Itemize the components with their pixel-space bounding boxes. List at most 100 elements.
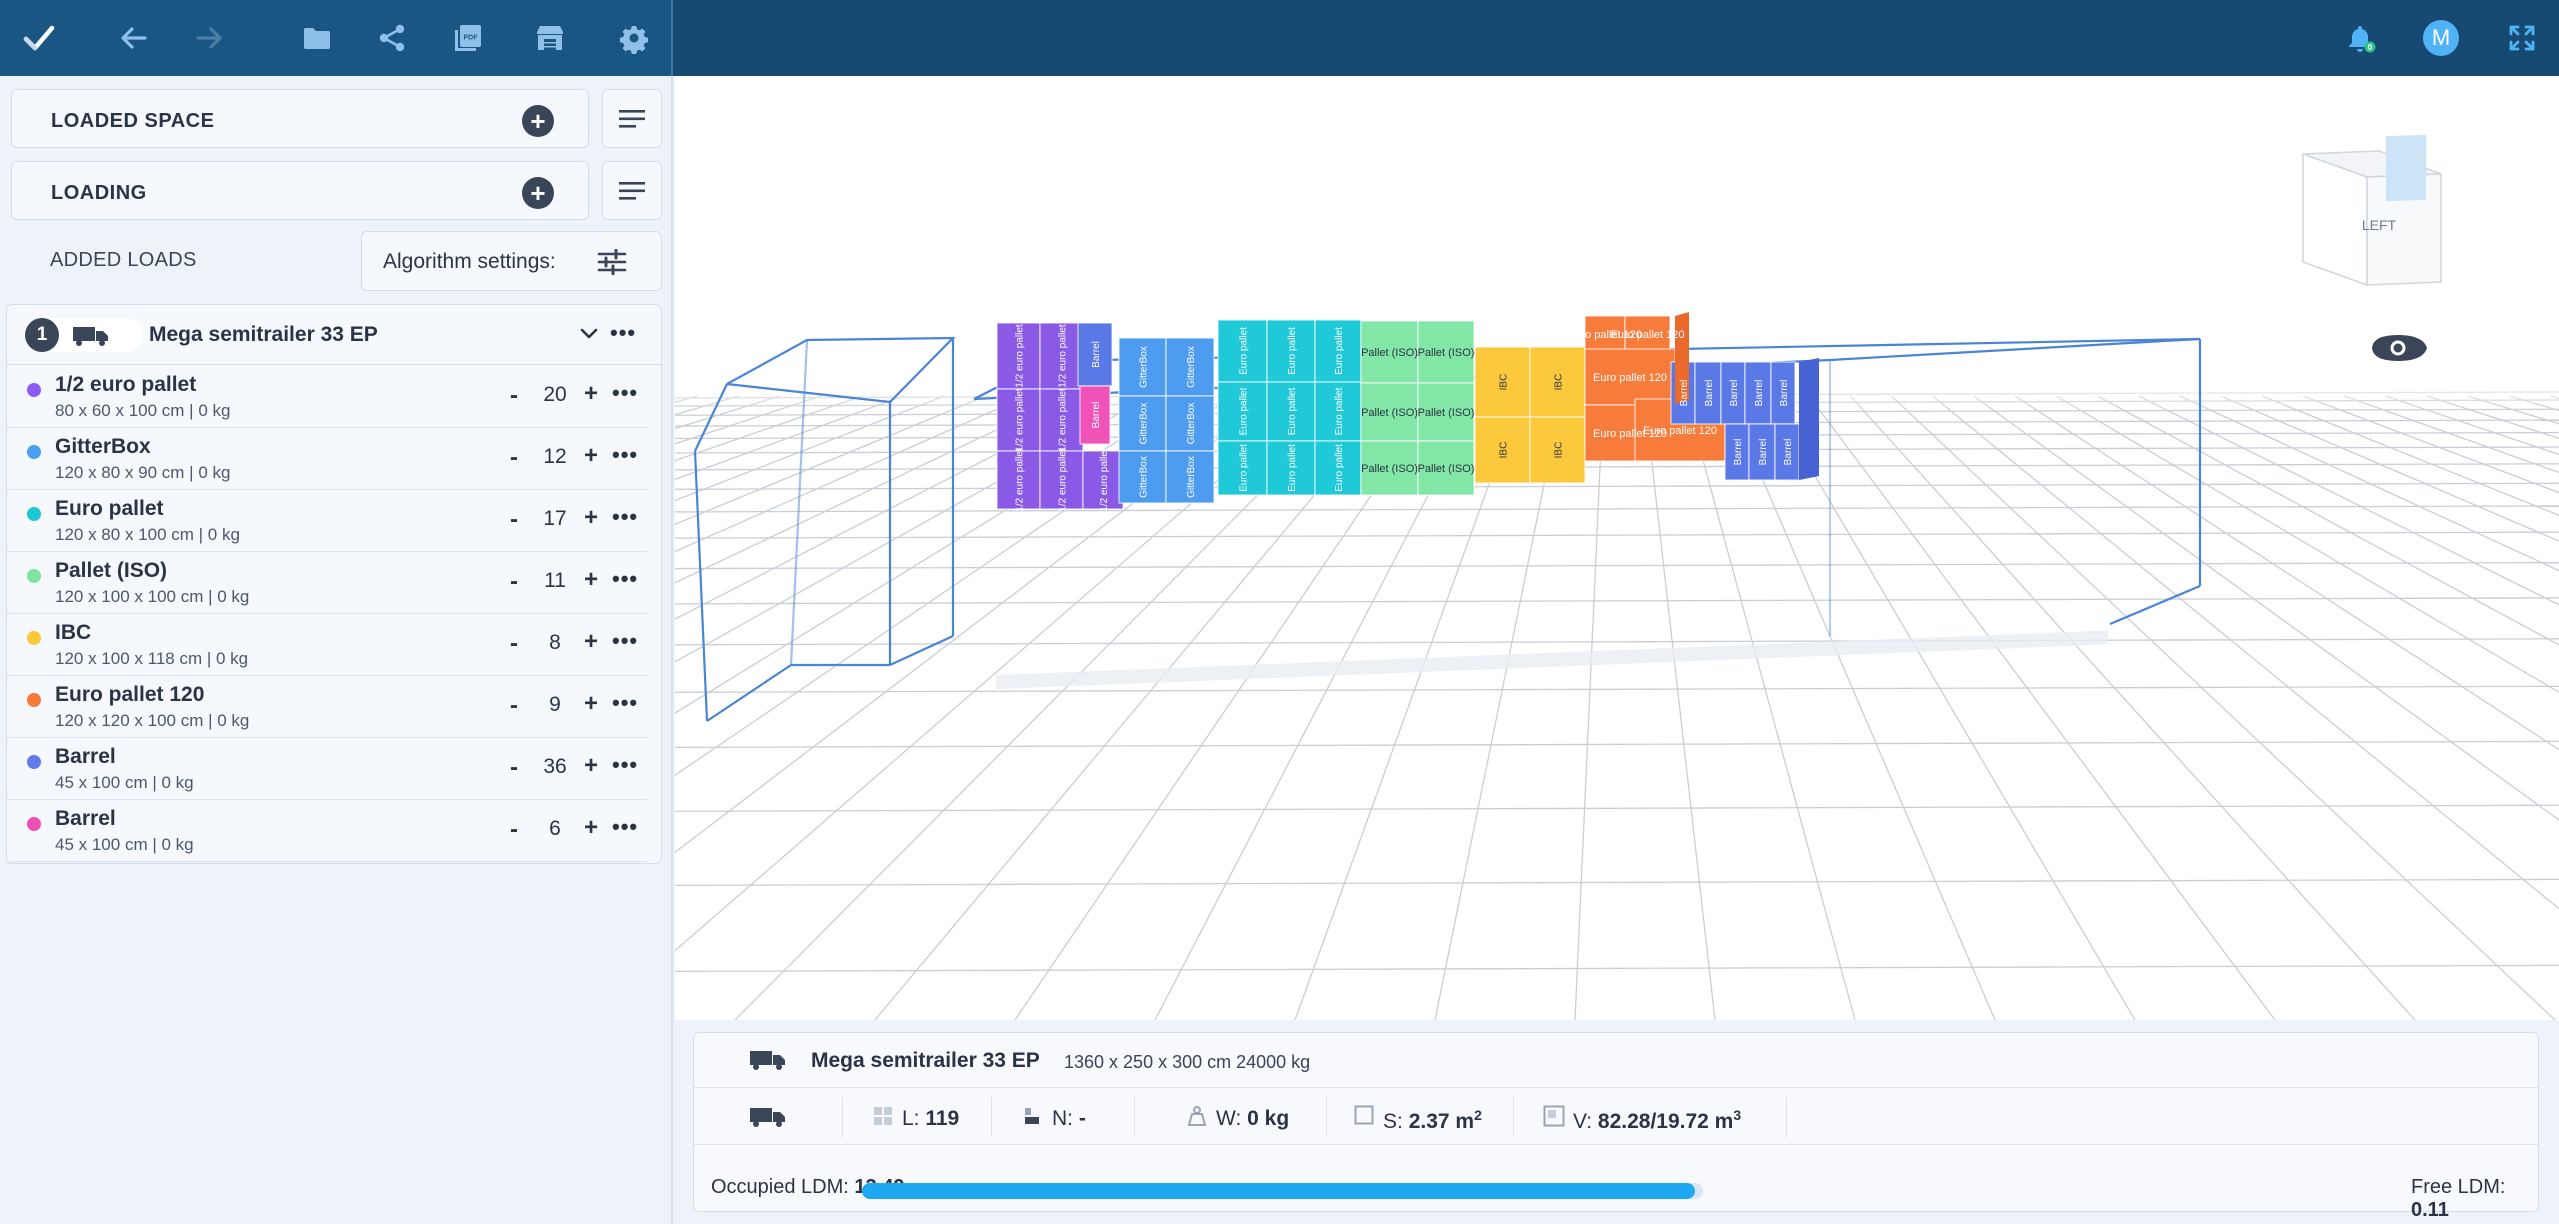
user-avatar[interactable]: M (2423, 20, 2459, 56)
cargo-label: Barrel (1779, 380, 1790, 407)
load-quantity[interactable]: 12 (543, 445, 567, 468)
load-quantity[interactable]: 11 (544, 569, 566, 592)
truck-icon (750, 1051, 785, 1070)
grid-line (2344, 395, 2559, 474)
truck-more-icon[interactable]: ••• (610, 320, 637, 345)
grid-line (675, 463, 2559, 471)
load-more-icon[interactable]: ••• (612, 628, 639, 653)
cargo-block (1266, 440, 1316, 496)
load-quantity[interactable]: 9 (549, 693, 561, 716)
cargo-label: GitterBox (1139, 403, 1150, 445)
load-row[interactable]: 1/2 euro pallet 80 x 60 x 100 cm | 0 kg - 2… (7, 366, 647, 428)
load-more-icon[interactable]: ••• (612, 442, 639, 467)
logo-check-icon[interactable] (20, 19, 58, 57)
load-more-icon[interactable]: ••• (612, 504, 639, 529)
increase-quantity-button[interactable]: + (584, 752, 599, 779)
load-quantity[interactable]: 6 (549, 817, 561, 840)
load-dimensions: 120 x 80 x 100 cm | 0 kg (55, 525, 240, 544)
settings-gear-icon[interactable] (615, 19, 653, 57)
view-cube[interactable]: LEFT (2302, 134, 2442, 287)
load-quantity[interactable]: 20 (543, 383, 567, 406)
folder-icon[interactable] (298, 19, 336, 57)
increase-quantity-button[interactable]: + (584, 690, 599, 717)
load-row[interactable]: IBC 120 x 100 x 118 cm | 0 kg - 8 + ••• (7, 614, 647, 676)
load-quantity[interactable]: 8 (549, 631, 561, 654)
add-loading-icon[interactable]: + (522, 177, 554, 209)
info-truck-title: Mega semitrailer 33 EP (811, 1049, 1040, 1072)
decrease-quantity-button[interactable]: - (510, 506, 518, 533)
decrease-quantity-button[interactable]: - (510, 754, 518, 781)
loaded-space-section[interactable]: LOADED SPACE + (11, 89, 589, 148)
fullscreen-icon[interactable] (2503, 19, 2541, 57)
load-quantity[interactable]: 36 (543, 755, 567, 778)
sliders-icon (597, 249, 627, 275)
grid-line (2097, 395, 2559, 646)
view-cube-active-face[interactable] (2386, 134, 2426, 202)
back-arrow-icon[interactable] (115, 19, 153, 57)
grid-line (675, 482, 2559, 490)
truck-header[interactable]: 1 Mega semitrailer 33 EP ••• (7, 305, 661, 365)
decrease-quantity-button[interactable]: - (510, 568, 518, 595)
load-name: IBC (55, 621, 92, 644)
load-name: Barrel (55, 745, 116, 768)
decrease-quantity-button[interactable]: - (510, 444, 518, 471)
load-row[interactable]: Barrel 45 x 100 cm | 0 kg - 6 + ••• (7, 800, 647, 862)
eye-visibility-icon[interactable] (2372, 335, 2427, 361)
loading-section[interactable]: LOADING + (11, 161, 589, 220)
top-toolbar-left: PDF (0, 0, 673, 76)
load-more-icon[interactable]: ••• (612, 814, 639, 839)
cargo-label: GitterBox (1186, 403, 1197, 445)
load-more-icon[interactable]: ••• (612, 566, 639, 591)
decrease-quantity-button[interactable]: - (510, 382, 518, 409)
load-more-icon[interactable]: ••• (612, 752, 639, 777)
cargo-label: Euro pallet (1239, 327, 1250, 375)
stat-n: N: - (1052, 1107, 1086, 1130)
info-panel: Mega semitrailer 33 EP 1360 x 250 x 300 … (675, 1020, 2559, 1224)
add-loaded-space-icon[interactable]: + (522, 105, 554, 137)
loaded-space-menu-button[interactable] (602, 89, 662, 148)
cargo-side-face (1675, 312, 1689, 404)
forward-arrow-icon[interactable] (190, 19, 228, 57)
grid-line (874, 395, 1398, 1020)
notification-bell-icon[interactable]: 0 (2341, 19, 2379, 57)
load-more-icon[interactable]: ••• (612, 380, 639, 405)
divider (1326, 1097, 1327, 1137)
increase-quantity-button[interactable]: + (584, 814, 599, 841)
load-name: 1/2 euro pallet (55, 373, 197, 396)
added-loads-heading: ADDED LOADS (50, 249, 197, 271)
grid-line (1574, 395, 1604, 1020)
cargo-label: Pallet (ISO) (1361, 347, 1418, 359)
load-row[interactable]: Euro pallet 120 120 x 120 x 100 cm | 0 kg… (7, 676, 647, 738)
share-icon[interactable] (373, 19, 411, 57)
increase-quantity-button[interactable]: + (584, 566, 599, 593)
cargo-label: Pallet (ISO) (1418, 407, 1475, 419)
loading-menu-button[interactable] (602, 161, 662, 220)
cargo-block (1724, 423, 1750, 481)
increase-quantity-button[interactable]: + (584, 442, 599, 469)
cargo-label: Pallet (ISO) (1418, 463, 1475, 475)
load-row[interactable]: Pallet (ISO) 120 x 100 x 100 cm | 0 kg - 11… (7, 552, 647, 614)
chevron-down-icon[interactable] (579, 323, 599, 343)
grid-line (675, 804, 2559, 812)
warehouse-icon[interactable] (531, 19, 569, 57)
increase-quantity-button[interactable]: + (584, 504, 599, 531)
decrease-quantity-button[interactable]: - (510, 692, 518, 719)
decrease-quantity-button[interactable]: - (510, 816, 518, 843)
cargo-block (1417, 320, 1475, 384)
pdf-icon[interactable]: PDF (449, 19, 487, 57)
cargo-block (1118, 450, 1167, 504)
load-row[interactable]: Euro pallet 120 x 80 x 100 cm | 0 kg - 17 + •… (7, 490, 647, 552)
load-dimensions: 80 x 60 x 100 cm | 0 kg (55, 401, 231, 420)
increase-quantity-button[interactable]: + (584, 380, 599, 407)
3d-viewport[interactable]: 1/2 euro pallet 1/2 euro pallet 1/2 euro p… (675, 76, 2559, 1020)
load-more-icon[interactable]: ••• (612, 690, 639, 715)
load-quantity[interactable]: 17 (543, 507, 567, 530)
increase-quantity-button[interactable]: + (584, 628, 599, 655)
decrease-quantity-button[interactable]: - (510, 630, 518, 657)
algorithm-settings-button[interactable]: Algorithm settings: (361, 231, 662, 291)
load-row[interactable]: GitterBox 120 x 80 x 90 cm | 0 kg - 12 + ••• (7, 428, 647, 490)
load-row[interactable]: Barrel 45 x 100 cm | 0 kg - 36 + ••• (7, 738, 647, 800)
cargo-block (1266, 381, 1316, 442)
